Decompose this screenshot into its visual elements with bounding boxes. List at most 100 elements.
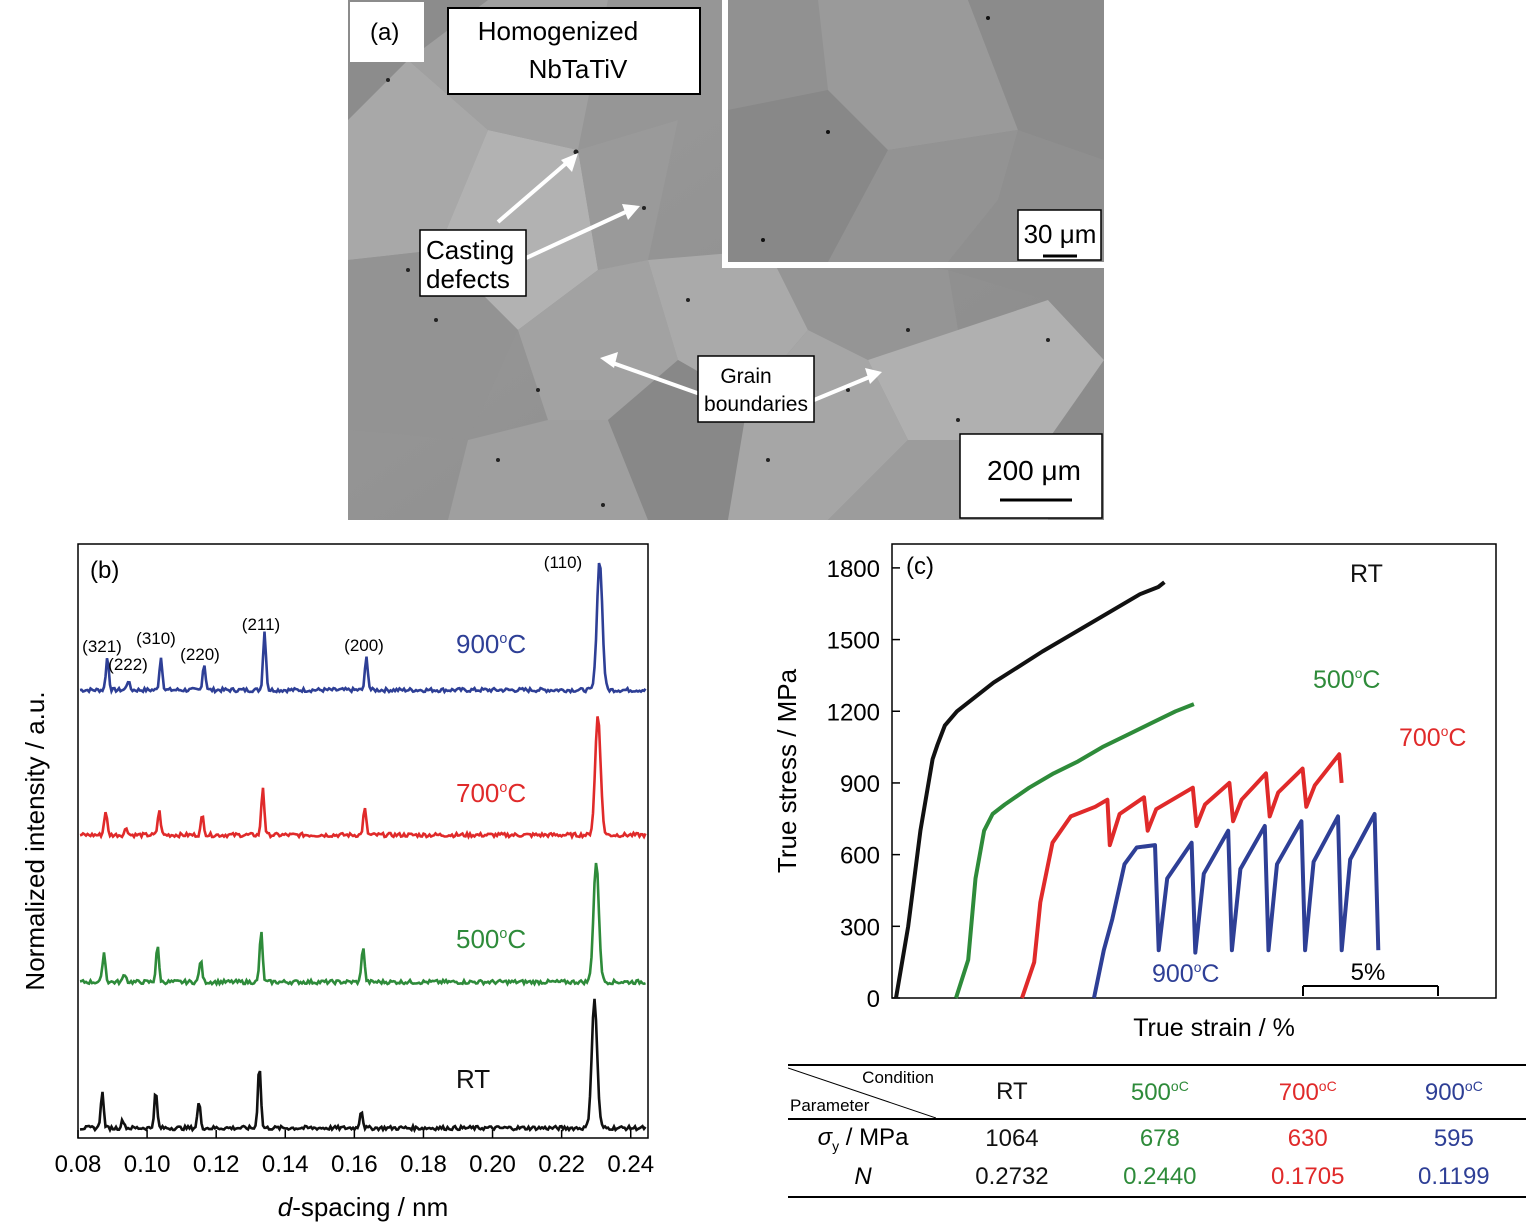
col-header-700-temp: 700 — [1278, 1078, 1319, 1106]
ss-series-label: RT — [1350, 560, 1383, 588]
gb-label-line-1: Grain — [720, 365, 771, 388]
ss-y-tick-label: 600 — [840, 843, 880, 870]
panel-label-box — [350, 2, 424, 62]
xrd-series-labels: 900oC 700oC 500oC RT — [456, 629, 526, 1094]
title-box — [447, 7, 701, 95]
table-header-row: Condition Parameter RT 500oC 700oC 900oC — [788, 1064, 1526, 1120]
xrd-y-axis-title: Normalized intensity / a.u. — [20, 691, 50, 990]
xrd-peak-label: (321) — [82, 637, 122, 656]
sigma-symbol: σ — [817, 1124, 833, 1152]
parameter-table: Condition Parameter RT 500oC 700oC 900oC… — [788, 1064, 1526, 1198]
xrd-series-label: 700oC — [456, 778, 526, 808]
ss-y-tick-label: 1200 — [827, 699, 880, 726]
col-header-500-temp: 500 — [1130, 1078, 1171, 1106]
col-header-500: 500oC — [1085, 1064, 1234, 1120]
xrd-xlabel-italic: d — [278, 1192, 294, 1222]
xrd-peak-label: (110) — [544, 553, 582, 572]
xrd-peak-label: (222) — [108, 655, 148, 674]
xrd-peak-labels: (321)(222) (310)(220) (211) (200) (110) — [82, 553, 582, 674]
ss-series-label: 700oC — [1399, 724, 1466, 752]
xrd-series-label: RT — [456, 1064, 490, 1094]
strain-scale-bar: 5% — [1302, 959, 1439, 996]
ss-x-axis-title: True strain / % — [1133, 1014, 1295, 1042]
xrd-panel-label: (b) — [90, 557, 119, 584]
xrd-series-label: 500oC — [456, 924, 526, 954]
condition-label: Condition — [862, 1068, 934, 1087]
ss-panel-label: (c) — [906, 553, 934, 580]
xrd-x-tick-label: 0.16 — [331, 1151, 378, 1178]
xrd-x-tick-label: 0.08 — [55, 1151, 102, 1178]
col-header-rt-text: RT — [996, 1078, 1028, 1105]
row-label-n: N — [788, 1158, 938, 1198]
inset-scale-box: 30 μm — [1017, 209, 1102, 261]
yield-900: 595 — [1433, 1125, 1474, 1152]
col-header-900: 900oC — [1381, 1064, 1526, 1120]
ss-y-tick-label: 300 — [840, 914, 880, 941]
xrd-plot-frame — [77, 543, 649, 1139]
xrd-x-ticks: 0.08 0.10 0.12 0.14 0.16 0.18 0.20 0.22 0.24 — [55, 1130, 654, 1178]
ss-y-axis-title: True stress / MPa — [772, 668, 802, 873]
xrd-peak-label: (200) — [344, 636, 384, 655]
casting-defect-dots — [386, 78, 1050, 507]
n-500: 0.2440 — [1085, 1158, 1234, 1198]
table-corner-cell: Condition Parameter — [788, 1064, 938, 1120]
strain-scale-label: 5% — [1351, 959, 1386, 986]
col-header-700: 700oC — [1233, 1064, 1382, 1120]
col-header-900-temp: 900 — [1424, 1078, 1465, 1106]
xrd-series-group — [79, 562, 647, 1134]
xrd-x-axis-title: d-spacing / nm — [278, 1192, 449, 1222]
xrd-chart: (b) (321)(222)(310)(220)(211)(200)(110) … — [20, 543, 654, 1222]
ss-series-label: 900oC — [1152, 960, 1219, 988]
title-line-2: NbTaTiV — [529, 54, 628, 84]
ss-y-ticks: 0 300 600 900 1200 1500 1800 — [827, 556, 900, 1013]
sigma-subscript: y — [832, 1137, 840, 1154]
xrd-x-tick-label: 0.18 — [400, 1151, 447, 1178]
ss-series-labels: RT 500oC 700oC 900oC — [1152, 560, 1466, 988]
xrd-x-tick-label: 0.14 — [262, 1151, 309, 1178]
defects-label-line-2: defects — [426, 264, 510, 294]
panel-label-a: (a) — [370, 19, 399, 46]
xrd-x-tick-label: 0.20 — [469, 1151, 516, 1178]
micrograph-panel: 30 μm (a) Homogenized NbTaTiV Casting de… — [348, 0, 1104, 520]
xrd-peak-label: (211) — [242, 615, 280, 634]
ss-y-tick-label: 0 — [867, 986, 880, 1013]
xrd-x-tick-label: 0.10 — [124, 1151, 171, 1178]
ss-y-tick-label: 1800 — [827, 556, 880, 583]
ss-y-tick-label: 900 — [840, 771, 880, 798]
yield-700: 630 — [1287, 1125, 1328, 1152]
xrd-x-tick-label: 0.24 — [607, 1151, 654, 1178]
stress-strain-chart: (c) 0 300 600 900 1200 1500 1800 RT 500oC 700oC 9… — [772, 543, 1497, 1042]
table-row-n: N 0.2732 0.2440 0.1705 0.1199 — [788, 1158, 1526, 1198]
inset-scale-label: 30 μm — [1024, 219, 1097, 249]
parameter-label: Parameter — [790, 1096, 870, 1115]
xrd-x-tick-label: 0.22 — [538, 1151, 585, 1178]
gb-label-line-2: boundaries — [704, 393, 808, 416]
col-header-500-unit: oC — [1170, 1077, 1189, 1094]
xrd-series-line — [79, 998, 647, 1134]
n-rt: 0.2732 — [938, 1158, 1086, 1198]
xrd-x-tick-label: 0.12 — [193, 1151, 240, 1178]
col-header-700-unit: oC — [1318, 1077, 1337, 1094]
ss-series-line — [1020, 752, 1344, 999]
ss-y-tick-label: 1500 — [827, 628, 880, 655]
col-header-900-unit: oC — [1464, 1077, 1483, 1094]
col-header-rt: RT — [938, 1064, 1086, 1120]
row-label-yield: σy / MPa — [788, 1119, 938, 1158]
xrd-peak-label: (310) — [136, 629, 176, 648]
main-scale-label: 200 μm — [987, 455, 1081, 486]
xrd-series-label: 900oC — [456, 629, 526, 659]
ss-series-line — [954, 702, 1195, 999]
main-scale-box: 200 μm — [959, 433, 1103, 519]
ss-series-label: 500oC — [1313, 666, 1380, 694]
xrd-xlabel-rest: -spacing / nm — [292, 1192, 448, 1222]
xrd-series-line — [79, 562, 647, 695]
n-700: 0.1705 — [1233, 1158, 1382, 1198]
table-row-yield: σy / MPa 1064 678 630 595 — [788, 1119, 1526, 1158]
xrd-series-line — [79, 862, 646, 987]
yield-rt: 1064 — [985, 1125, 1039, 1152]
ss-plot-frame — [891, 543, 1497, 999]
grain-boundaries-annotation: Grain boundaries — [600, 352, 882, 423]
title-line-1: Homogenized — [478, 16, 638, 46]
ss-series-line — [894, 580, 1166, 999]
ss-series-group — [894, 580, 1381, 999]
